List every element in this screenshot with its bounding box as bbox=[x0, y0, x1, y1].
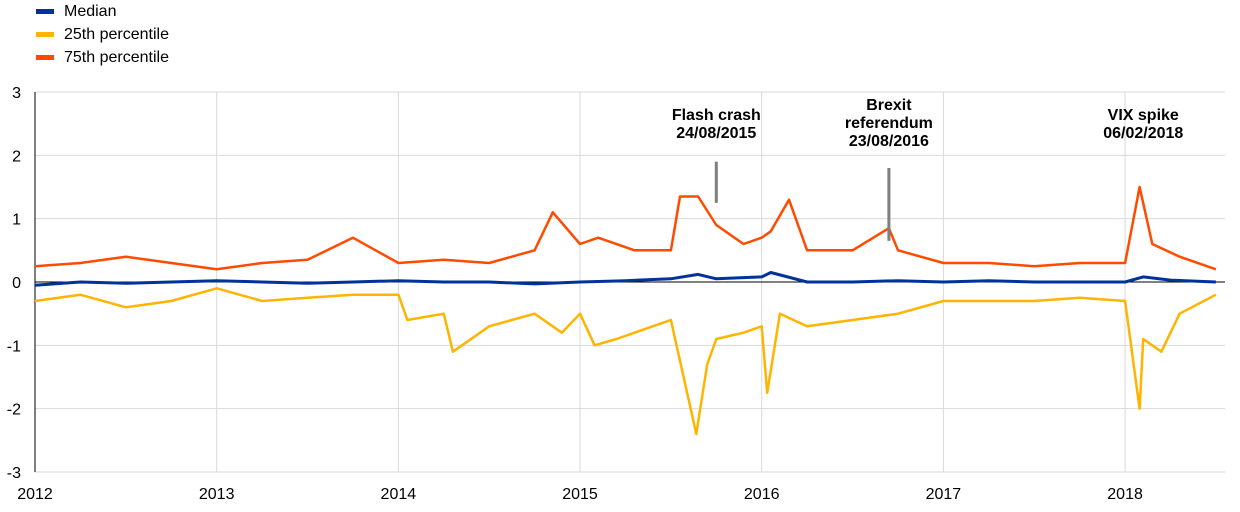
x-tick-label: 2013 bbox=[199, 486, 235, 503]
series-line-25th-percentile bbox=[34, 287, 1217, 436]
y-tick-label: 1 bbox=[12, 212, 21, 229]
legend-swatch-75th bbox=[36, 55, 54, 60]
legend-item-median: Median bbox=[36, 0, 169, 23]
annotation-text: 06/02/2018 bbox=[1103, 125, 1183, 142]
legend-swatch-median bbox=[36, 9, 54, 14]
y-tick-label: -2 bbox=[7, 402, 21, 419]
annotation-text: Flash crash bbox=[672, 107, 761, 124]
y-tick-label: 0 bbox=[12, 275, 21, 292]
legend-label-25th: 25th percentile bbox=[64, 25, 169, 43]
series-line-75th-percentile bbox=[34, 185, 1217, 271]
y-tick-label: -3 bbox=[7, 465, 21, 482]
legend-label-median: Median bbox=[64, 2, 117, 20]
x-tick-label: 2018 bbox=[1107, 486, 1143, 503]
y-tick-label: 3 bbox=[12, 85, 21, 102]
x-tick-label: 2016 bbox=[744, 486, 780, 503]
legend: Median 25th percentile 75th percentile bbox=[36, 0, 169, 69]
x-tick-label: 2014 bbox=[381, 486, 417, 503]
legend-item-25th: 25th percentile bbox=[36, 23, 169, 46]
x-tick-label: 2012 bbox=[17, 486, 53, 503]
annotation-text: Brexit bbox=[866, 97, 912, 114]
legend-item-75th: 75th percentile bbox=[36, 46, 169, 69]
x-tick-label: 2015 bbox=[562, 486, 598, 503]
legend-swatch-25th bbox=[36, 32, 54, 37]
y-tick-label: -1 bbox=[7, 338, 21, 355]
annotation-text: 23/08/2016 bbox=[849, 133, 929, 150]
annotation-text: referendum bbox=[845, 115, 933, 132]
annotation-text: 24/08/2015 bbox=[676, 125, 756, 142]
annotation-text: VIX spike bbox=[1108, 107, 1179, 124]
x-tick-label: 2017 bbox=[926, 486, 962, 503]
y-tick-label: 2 bbox=[12, 148, 21, 165]
series-line-median bbox=[34, 271, 1216, 287]
legend-label-75th: 75th percentile bbox=[64, 48, 169, 66]
